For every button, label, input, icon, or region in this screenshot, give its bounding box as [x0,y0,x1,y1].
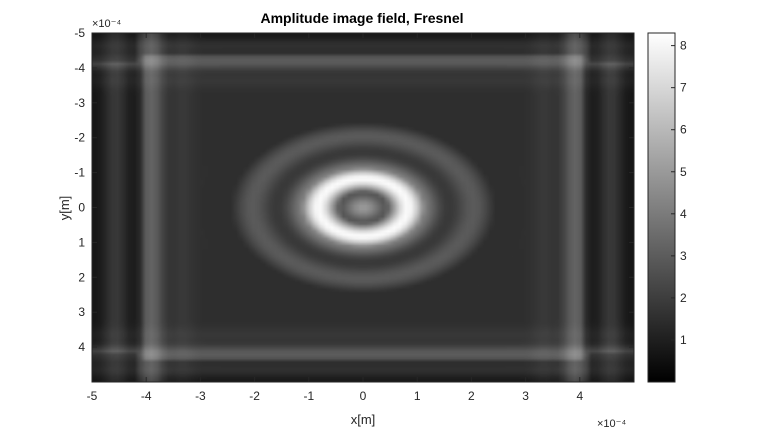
y-tick-label: 4 [78,340,85,354]
colorbar-tick-label: 5 [680,165,687,179]
x-tick-label: 1 [414,389,421,403]
colorbar-gradient [648,33,675,382]
colorbar-tick-label: 6 [680,123,687,137]
x-tick-label: -2 [249,389,260,403]
y-axis-ticks: -5 -4 -3 -2 -1 0 1 2 3 4 [74,26,634,354]
colorbar-ticks: 1 2 3 4 5 6 7 8 [671,39,687,347]
x-tick-label: -3 [195,389,206,403]
plot-area [91,32,635,383]
y-tick-label: -1 [74,166,85,180]
colorbar-tick-label: 3 [680,249,687,263]
colorbar-tick-label: 7 [680,81,687,95]
y-tick-label: -2 [74,131,85,145]
y-tick-label: -3 [74,96,85,110]
y-exponent-label: ×10⁻⁴ [92,18,121,30]
y-tick-label: 3 [78,305,85,319]
x-tick-label: -5 [87,389,98,403]
colorbar-tick-label: 4 [680,207,687,221]
y-tick-label: 2 [78,270,85,284]
x-tick-label: 2 [468,389,475,403]
x-tick-label: -1 [303,389,314,403]
x-tick-label: 4 [576,389,583,403]
x-tick-label: 3 [522,389,529,403]
x-tick-label: -4 [141,389,152,403]
x-tick-label: 0 [360,389,367,403]
y-tick-label: -4 [74,61,85,75]
y-axis-label: y[m] [57,196,72,221]
colorbar-tick-label: 2 [680,291,687,305]
colorbar-frame [647,32,676,383]
y-tick-label: 0 [78,201,85,215]
chart-title: Amplitude image field, Fresnel [260,10,463,26]
y-tick-label: 1 [78,235,85,249]
x-axis-label: x[m] [351,412,376,427]
colorbar-tick-label: 1 [680,333,687,347]
x-axis-ticks: -5 -4 -3 -2 -1 0 1 2 3 4 [87,33,583,403]
heatmap-image [92,33,634,382]
y-tick-label: -5 [74,26,85,40]
colorbar: 1 2 3 4 5 6 7 8 [647,32,687,383]
x-exponent-label: ×10⁻⁴ [597,418,626,430]
colorbar-tick-label: 8 [680,39,687,53]
